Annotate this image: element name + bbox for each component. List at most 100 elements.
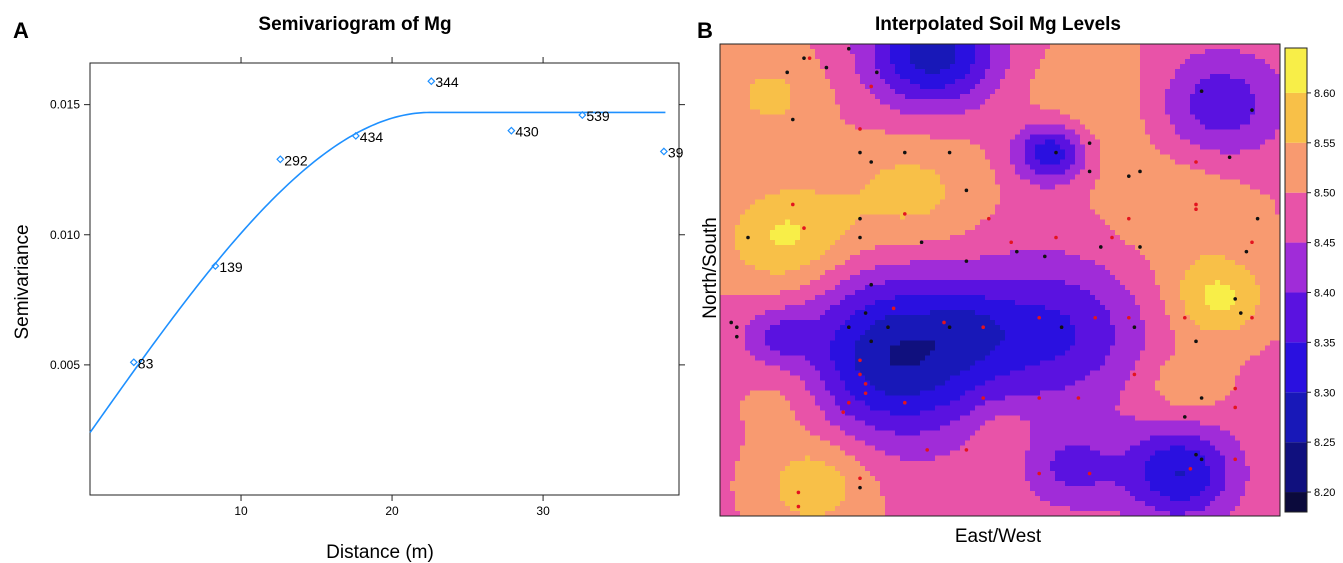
interpolation-y-label: North/South: [700, 217, 721, 318]
black-sample-point: [964, 188, 969, 193]
colorbar-level: [1285, 442, 1307, 493]
interpolation-map: [720, 44, 1280, 516]
black-sample-point: [1199, 457, 1204, 462]
red-sample-point: [981, 325, 985, 330]
point-count-label: 139: [219, 259, 243, 275]
semivariogram-point: [507, 126, 516, 135]
interpolation-frame: [719, 43, 1281, 517]
red-sample-point: [1009, 240, 1013, 245]
point-count-label: 539: [586, 108, 610, 124]
black-sample-point: [1244, 249, 1249, 254]
red-sample-point: [858, 476, 862, 481]
black-sample-point: [1233, 297, 1237, 301]
red-sample-point: [1037, 471, 1041, 476]
black-sample-point: [1250, 108, 1254, 112]
black-sample-point: [869, 282, 873, 287]
black-sample-point: [947, 150, 952, 155]
black-sample-point: [1087, 169, 1092, 174]
red-sample-point: [1054, 235, 1058, 240]
black-sample-point: [858, 150, 862, 155]
black-sample-point: [869, 160, 873, 164]
colorbar-level: [1285, 92, 1307, 143]
point-count-label: 430: [515, 124, 539, 140]
black-sample-point: [1059, 325, 1064, 330]
red-sample-point: [987, 216, 991, 221]
red-sample-point: [891, 306, 896, 311]
black-sample-point: [1183, 415, 1187, 419]
interpolated-surface: [720, 44, 1280, 516]
black-sample-point: [875, 70, 879, 75]
colorbar-level: [1285, 242, 1307, 293]
red-sample-point: [1037, 315, 1041, 320]
red-sample-point: [1037, 396, 1041, 400]
black-sample-point: [869, 339, 873, 344]
red-sample-point: [791, 202, 795, 207]
red-sample-point: [903, 400, 907, 405]
black-sample-point: [746, 235, 750, 240]
black-sample-point: [858, 216, 862, 221]
black-sample-point: [824, 65, 829, 70]
black-sample-point: [1099, 245, 1103, 249]
black-sample-point: [1054, 150, 1058, 155]
colorbar-level: [1285, 342, 1307, 393]
colorbar-level: [1285, 392, 1307, 443]
red-sample-point: [1194, 160, 1198, 164]
semivariogram-point: [276, 155, 285, 164]
point-count-label: 39: [668, 144, 684, 160]
colorbar-tick-label: 8.30: [1314, 387, 1335, 399]
red-sample-point: [1233, 386, 1237, 391]
semivariogram-point: [351, 131, 360, 140]
red-sample-point: [858, 358, 862, 363]
panel-a-letter: A: [13, 18, 29, 43]
red-sample-point: [964, 448, 969, 452]
red-sample-point: [807, 56, 812, 60]
red-sample-point: [1250, 240, 1254, 245]
red-sample-point: [1250, 315, 1254, 320]
y-tick-label: 0.015: [50, 98, 80, 112]
point-count-label: 292: [284, 152, 308, 168]
black-sample-point: [735, 334, 739, 339]
colorbar-tick-label: 8.50: [1314, 188, 1335, 200]
red-sample-point: [1127, 315, 1131, 320]
red-sample-point: [903, 212, 907, 216]
colorbar-level: [1285, 192, 1307, 243]
black-sample-point: [1087, 141, 1092, 145]
colorbar-level: [1285, 492, 1307, 512]
y-tick-label: 0.005: [50, 358, 80, 372]
black-sample-point: [863, 311, 868, 315]
red-sample-point: [869, 84, 873, 89]
red-sample-point: [1110, 235, 1114, 240]
red-sample-point: [863, 382, 868, 386]
colorbar-tick-label: 8.55: [1314, 138, 1335, 150]
colorbar-tick-label: 8.20: [1314, 487, 1335, 499]
red-sample-point: [1087, 471, 1092, 476]
spherical-model-line: [89, 111, 666, 434]
colorbar: 8.20 8.25 8.30 8.35 8.40 8.45 8.50 8.55 8.60: [1284, 47, 1335, 513]
red-sample-point: [925, 448, 929, 452]
red-sample-point: [981, 396, 985, 400]
red-sample-point: [847, 400, 851, 405]
semivariogram-point: [659, 147, 668, 156]
colorbar-level: [1285, 292, 1307, 343]
red-sample-point: [1127, 216, 1131, 221]
black-sample-point: [1138, 169, 1142, 174]
colorbar-tick-label: 8.35: [1314, 337, 1335, 349]
semivariogram-y-axis: 0.005 0.010 0.015: [50, 98, 685, 372]
black-sample-point: [847, 46, 851, 51]
red-sample-point: [1076, 396, 1081, 400]
red-sample-point: [841, 410, 845, 414]
red-sample-point: [1233, 457, 1237, 462]
colorbar-level: [1285, 142, 1307, 193]
semivariogram-title: Semivariogram of Mg: [258, 14, 451, 35]
red-sample-point: [1233, 405, 1237, 410]
y-tick-label: 0.010: [50, 228, 80, 242]
black-sample-point: [1127, 174, 1131, 178]
red-sample-point: [796, 504, 801, 509]
black-sample-point: [1255, 216, 1260, 221]
red-sample-point: [1194, 202, 1198, 207]
panel-a: A Semivariogram of Mg 10 20 30 0.0050.0100…: [12, 14, 685, 563]
black-sample-point: [847, 325, 851, 330]
x-tick-label: 10: [234, 504, 248, 518]
black-sample-point: [1132, 325, 1137, 330]
colorbar-tick-label: 8.60: [1314, 88, 1335, 100]
